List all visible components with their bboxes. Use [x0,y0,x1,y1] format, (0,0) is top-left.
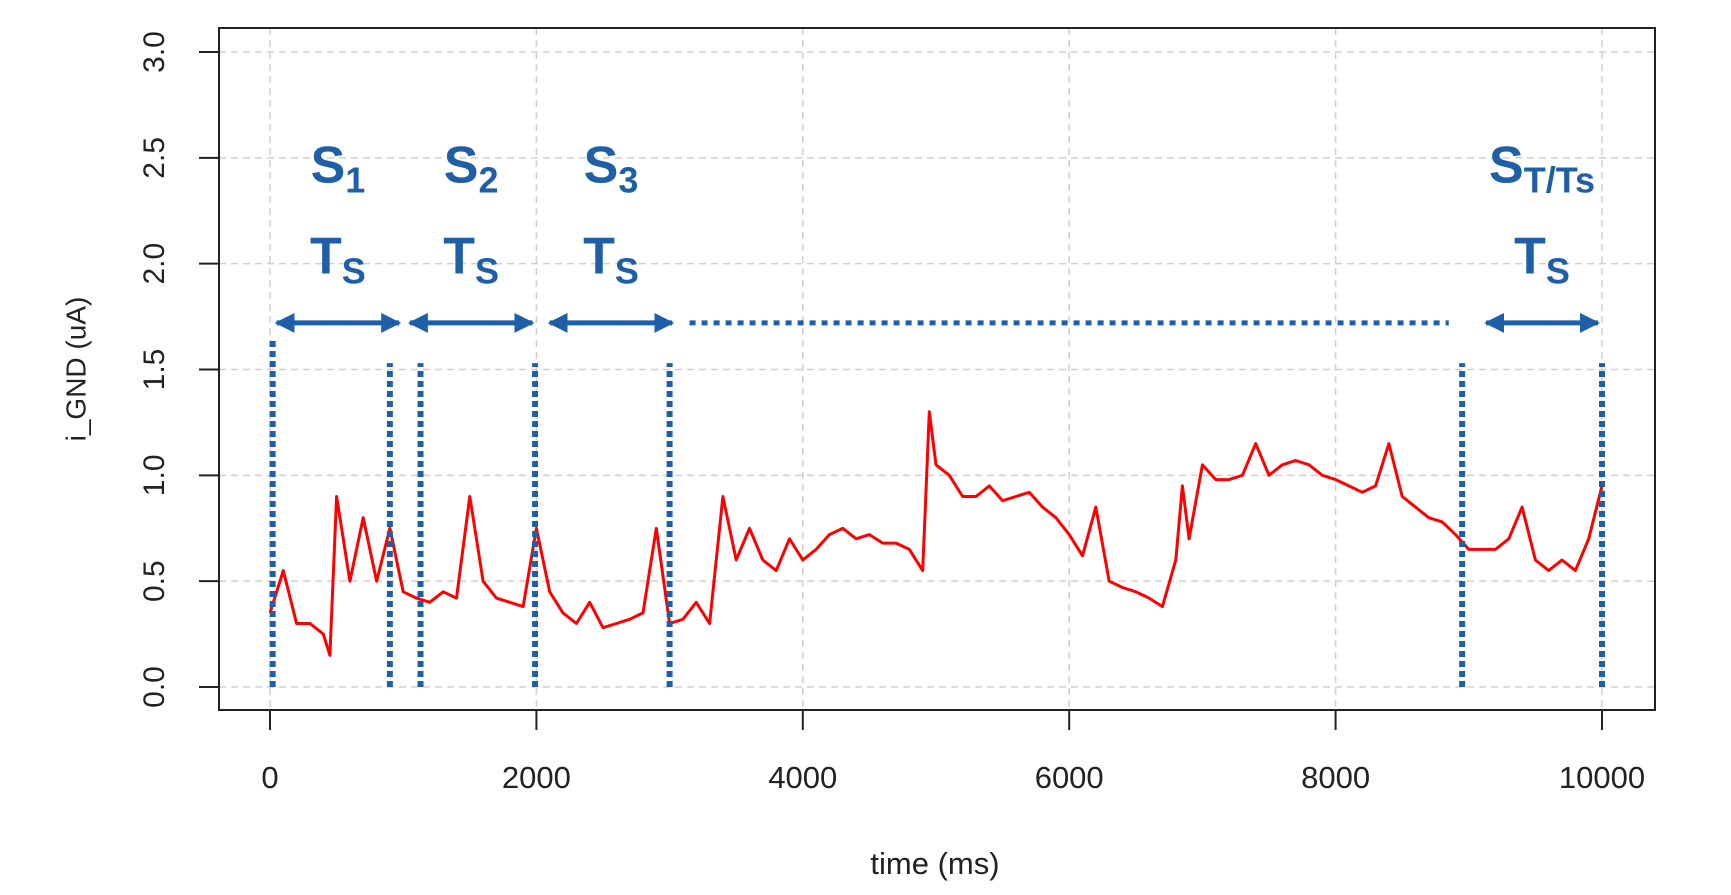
plot-frame [218,27,1656,711]
y-tick-label: 1.0 [138,454,171,496]
segment-letter: S [444,136,479,194]
x-tick-label: 2000 [502,760,571,795]
segment-label: ST/Ts [1489,136,1595,200]
period-letter: T [1514,227,1546,285]
segment-index: 1 [345,159,365,200]
x-axis-title: time (ms) [870,846,999,881]
x-tick-label: 0 [261,760,278,795]
segment-index: 2 [478,159,498,200]
period-index: S [1546,250,1570,291]
y-tick-label: 2.5 [138,137,171,179]
period-index: S [615,250,639,291]
segment-letter: S [584,136,619,194]
period-index: S [475,250,499,291]
x-tick-label: 4000 [768,760,837,795]
y-tick-label: 3.0 [138,31,171,73]
y-axis-title: i_GND (uA) [60,297,91,442]
y-tick-label: 2.0 [138,243,171,285]
period-letter: T [443,227,475,285]
segment-index: 3 [618,159,638,200]
x-tick-label: 8000 [1301,760,1370,795]
segment-index: T/Ts [1524,159,1595,200]
period-label: TS [310,227,366,291]
period-index: S [342,250,366,291]
y-tick-label: 0.0 [138,666,171,708]
y-tick-label: 0.5 [138,560,171,602]
x-tick-label: 10000 [1559,760,1645,795]
period-letter: T [310,227,342,285]
segment-label: S3 [584,136,639,200]
segment-label: S1 [311,136,366,200]
data-line [268,410,1604,657]
period-label: TS [583,227,639,291]
period-label: TS [443,227,499,291]
segment-letter: S [1489,136,1524,194]
y-tick-label: 1.5 [138,349,171,391]
period-letter: T [583,227,615,285]
segment-letter: S [311,136,346,194]
x-tick-label: 6000 [1035,760,1104,795]
period-label: TS [1514,227,1570,291]
segment-label: S2 [444,136,499,200]
